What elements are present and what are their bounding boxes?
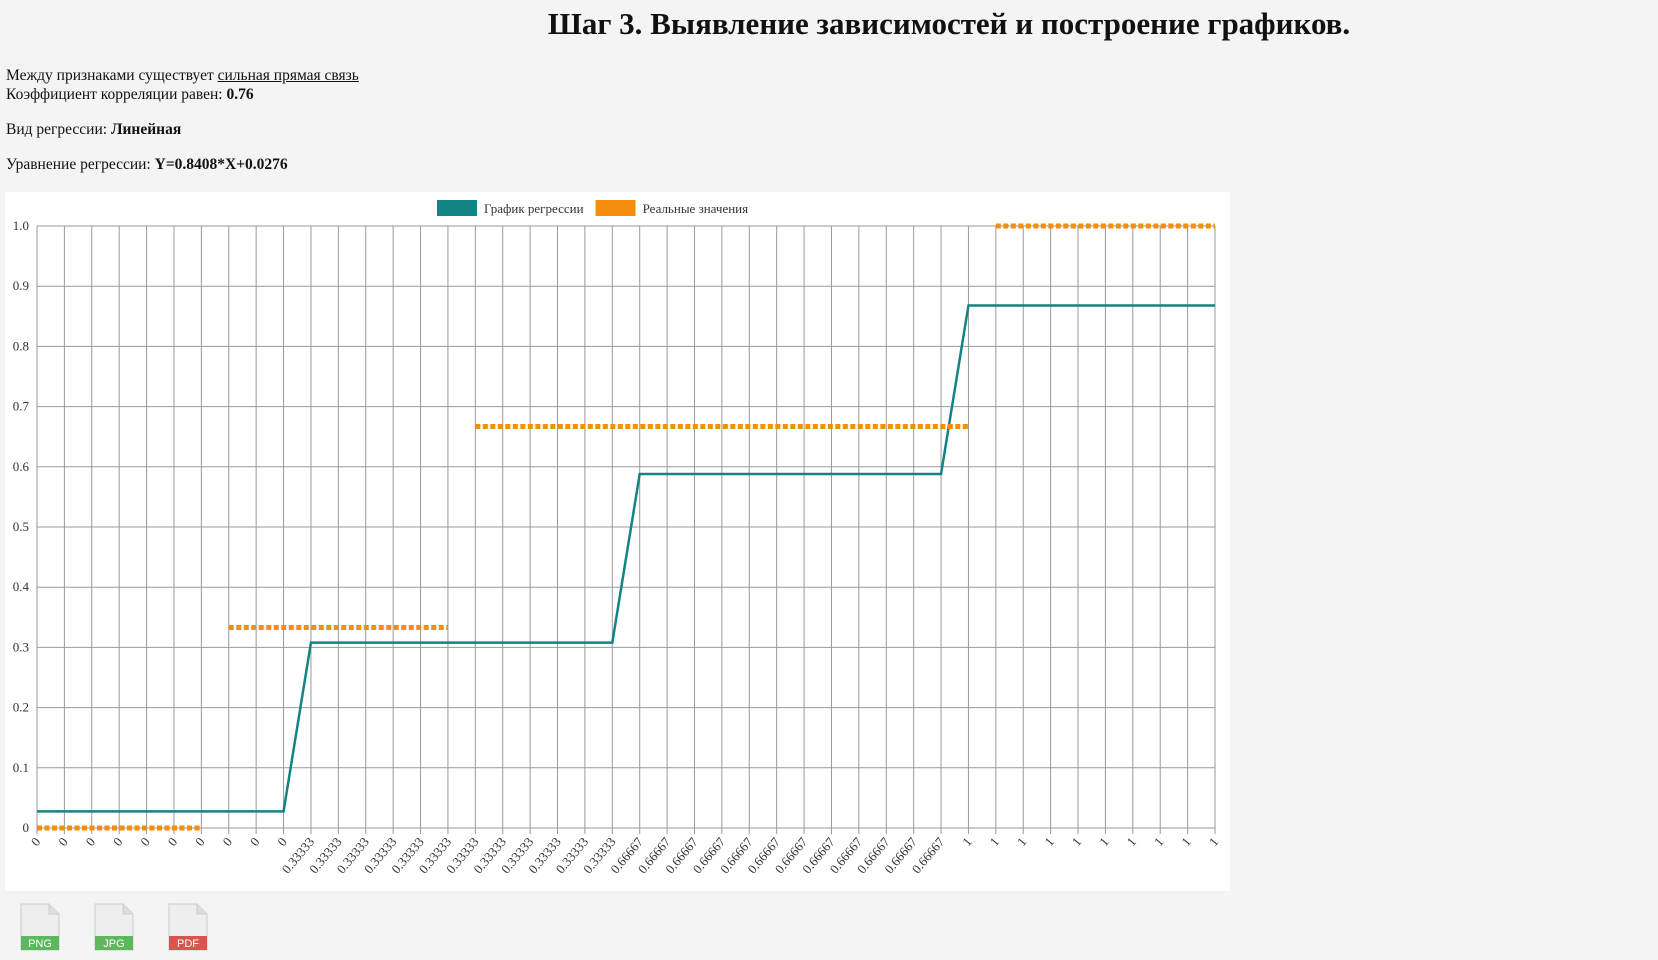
y-tick-label: 0.5 xyxy=(13,519,29,534)
download-label: JPG xyxy=(103,938,124,950)
value: Y=0.8408*X+0.0276 xyxy=(154,156,288,173)
x-tick-label: 1 xyxy=(1096,834,1112,849)
download-icon[interactable]: PNG xyxy=(19,902,61,952)
label: Вид регрессии: xyxy=(6,121,108,138)
y-tick-label: 0.9 xyxy=(13,278,29,293)
file-band xyxy=(21,936,59,950)
file-band xyxy=(95,936,133,950)
x-tick-label: 0 xyxy=(165,834,181,849)
label: Коэффициент корреляции равен: xyxy=(6,86,223,103)
x-tick-label: 0 xyxy=(110,834,126,849)
x-tick-label: 0 xyxy=(137,834,153,849)
y-tick-label: 0.3 xyxy=(13,639,29,654)
x-tick-label: 1 xyxy=(1206,834,1222,849)
x-tick-label: 1 xyxy=(1014,834,1030,849)
download-label: PDF xyxy=(177,938,199,950)
legend-label: График регрессии xyxy=(484,201,584,216)
x-tick-label: 0 xyxy=(82,834,98,849)
y-tick-label: 0.6 xyxy=(13,459,30,474)
relation-link[interactable]: сильная прямая связь xyxy=(217,67,359,84)
x-tick-label: 1 xyxy=(1041,834,1057,849)
value: Линейная xyxy=(110,121,182,138)
chart: 00.10.20.30.40.50.60.70.80.91.00 0 0 0 0 0 0 0 0… xyxy=(5,192,1230,891)
y-tick-label: 1.0 xyxy=(13,218,29,233)
y-tick-label: 0.4 xyxy=(13,579,30,594)
legend-swatch xyxy=(595,200,636,216)
label: Между признаками существует xyxy=(6,67,214,84)
x-tick-label: 0 xyxy=(247,834,263,849)
x-tick-label: 1 xyxy=(1123,834,1139,849)
file-band xyxy=(169,936,207,950)
page-title: Шаг 3. Выявление зависимостей и построен… xyxy=(547,6,1351,41)
y-tick-label: 0.7 xyxy=(13,399,30,414)
correlation-line: Коэффициент корреляции равен: 0.76 xyxy=(6,86,254,104)
y-tick-label: 0.2 xyxy=(13,700,29,715)
x-tick-label: 0 xyxy=(274,834,290,849)
y-tick-label: 0.8 xyxy=(13,338,29,353)
x-tick-label: 1 xyxy=(986,834,1002,849)
regression-type-line: Вид регрессии: Линейная xyxy=(6,121,181,139)
series-line xyxy=(37,304,1215,813)
y-tick-label: 0.1 xyxy=(13,760,29,775)
download-icon[interactable]: PDF xyxy=(167,902,209,952)
x-tick-label: 1 xyxy=(1151,834,1167,849)
x-tick-label: 0 xyxy=(192,834,208,849)
x-tick-label: 1 xyxy=(959,834,975,849)
download-icon[interactable]: JPG xyxy=(93,902,135,952)
file-fold xyxy=(122,904,133,915)
x-tick-label: 1 xyxy=(1178,834,1194,849)
value: 0.76 xyxy=(226,86,254,103)
equation-line: Уравнение регрессии: Y=0.8408*X+0.0276 xyxy=(6,156,288,174)
file-fold xyxy=(196,904,207,915)
x-tick-label: 0 xyxy=(28,834,44,849)
file-fold xyxy=(48,904,59,915)
legend-swatch xyxy=(437,200,477,216)
relation-line: Между признаками существует сильная прям… xyxy=(6,67,359,85)
x-tick-label: 1 xyxy=(1069,834,1085,849)
label: Уравнение регрессии: xyxy=(6,156,151,173)
legend-label: Реальные значения xyxy=(643,201,749,216)
download-label: PNG xyxy=(28,938,52,950)
x-tick-label: 0 xyxy=(55,834,71,849)
y-tick-label: 0 xyxy=(23,820,30,835)
x-tick-label: 0 xyxy=(219,834,235,849)
